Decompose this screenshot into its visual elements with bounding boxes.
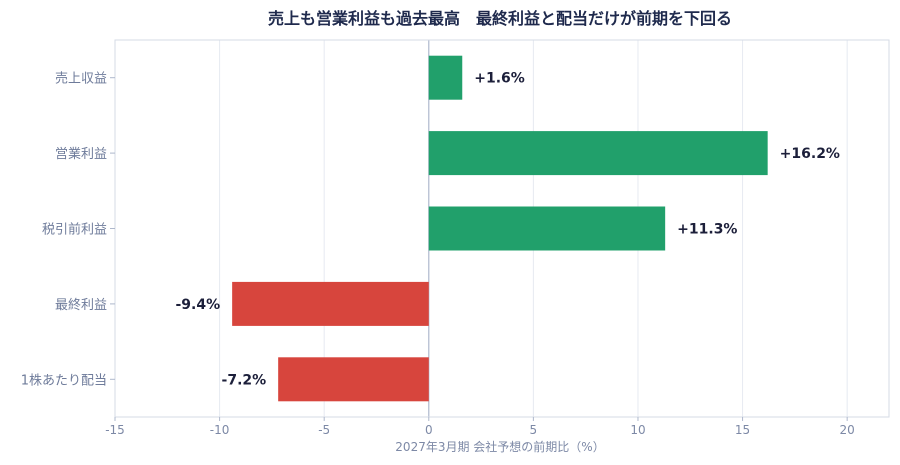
x-axis-label: 2027年3月期 会社予想の前期比（%） — [395, 439, 604, 454]
x-tick-label: -15 — [105, 423, 125, 437]
chart-title: 売上も営業利益も過去最高 最終利益と配当だけが前期を下回る — [268, 9, 732, 28]
bar — [428, 55, 463, 100]
x-ticks: -15 -10 -5 0 5 10 15 20 — [105, 417, 855, 437]
category-label: 売上収益 — [55, 71, 107, 87]
bar — [278, 357, 429, 402]
x-tick-label: 0 — [425, 423, 433, 437]
value-labels: +1.6% +16.2% +11.3% -9.4% -7.2% — [176, 71, 840, 389]
x-tick-label: -10 — [210, 423, 230, 437]
bars — [232, 55, 768, 402]
value-label: -7.2% — [222, 372, 267, 388]
x-tick-label: 10 — [630, 423, 645, 437]
x-tick-label: -5 — [318, 423, 330, 437]
category-label: 最終利益 — [55, 297, 107, 313]
category-label: 営業利益 — [55, 146, 107, 162]
bar — [428, 206, 666, 251]
category-label: 税引前利益 — [42, 222, 107, 238]
value-label: +11.3% — [677, 222, 737, 238]
value-label: -9.4% — [176, 297, 221, 313]
value-label: +1.6% — [474, 71, 525, 87]
x-tick-label: 5 — [530, 423, 538, 437]
value-label: +16.2% — [780, 146, 840, 162]
x-tick-label: 20 — [840, 423, 855, 437]
bar — [232, 281, 429, 326]
x-tick-label: 15 — [735, 423, 750, 437]
category-label: 1株あたり配当 — [21, 373, 107, 388]
bar — [428, 131, 768, 176]
